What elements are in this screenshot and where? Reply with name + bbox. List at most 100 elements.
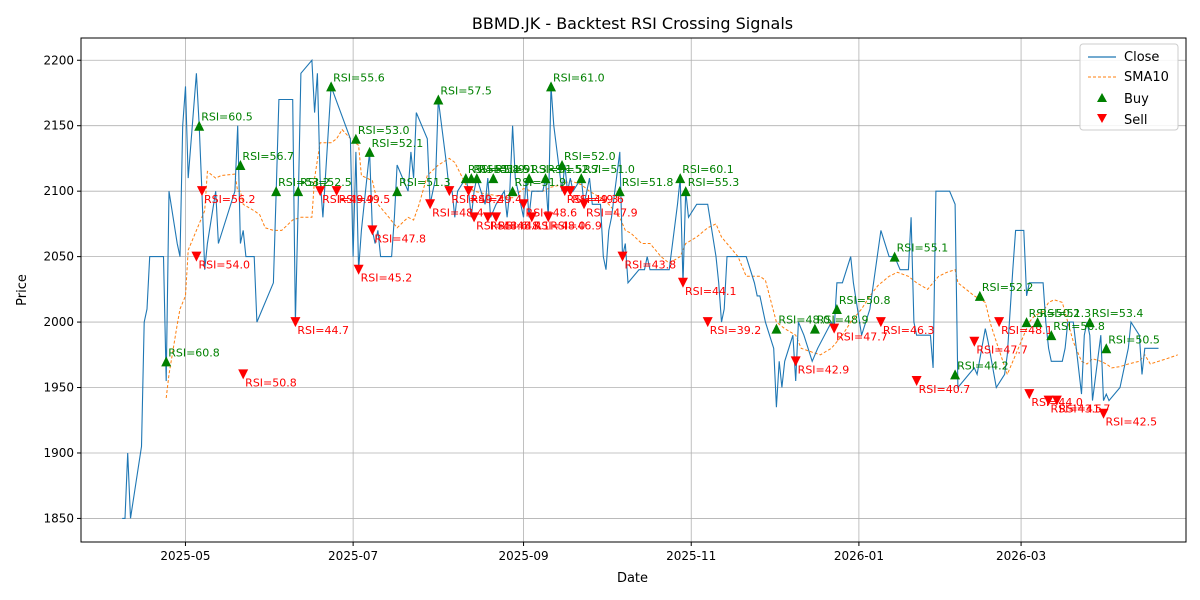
sell-rsi-label: RSI=45.2: [361, 272, 413, 285]
buy-marker: [675, 173, 686, 184]
sell-marker: [518, 199, 529, 210]
buy-marker: [271, 186, 282, 197]
buy-marker: [392, 186, 403, 197]
y-tick-label: 1950: [43, 381, 74, 395]
sell-rsi-label: RSI=47.9: [586, 206, 638, 219]
y-tick-label: 1850: [43, 511, 74, 525]
sell-marker: [994, 317, 1005, 328]
buy-rsi-label: RSI=61.0: [553, 71, 605, 84]
legend: Close SMA10 Buy Sell: [1079, 43, 1179, 131]
legend-sell-marker: [1097, 114, 1107, 123]
buy-rsi-label: RSI=52.5: [300, 176, 352, 189]
buy-marker: [614, 186, 625, 197]
buy-marker: [950, 369, 961, 380]
sell-rsi-label: RSI=48.4: [490, 219, 542, 232]
legend-close-label: Close: [1124, 50, 1159, 65]
sell-rsi-label: RSI=44.7: [297, 324, 349, 337]
buy-rsi-label: RSI=51.9: [515, 176, 567, 189]
y-tick-label: 2050: [43, 250, 74, 264]
sell-marker: [331, 186, 342, 197]
sell-marker: [463, 186, 474, 197]
sell-marker: [911, 375, 922, 386]
y-tick-label: 2100: [43, 184, 74, 198]
sell-marker: [191, 251, 202, 262]
buy-marker: [974, 290, 985, 301]
sell-marker: [196, 186, 207, 197]
sell-rsi-label: RSI=49.2: [451, 193, 503, 206]
sell-marker: [565, 186, 576, 197]
buy-rsi-label: RSI=52.1: [372, 137, 424, 150]
buy-marker: [433, 94, 444, 105]
sell-rsi-label: RSI=49.3: [567, 193, 619, 206]
sell-rsi-label: RSI=47.8: [374, 232, 426, 245]
sell-marker: [1043, 395, 1054, 406]
buy-rsi-label: RSI=48.9: [817, 314, 869, 327]
sell-rsi-label: RSI=39.2: [710, 324, 762, 337]
sell-marker: [702, 317, 713, 328]
sell-marker: [617, 251, 628, 262]
buy-rsi-label: RSI=51.8: [468, 163, 520, 176]
sell-rsi-label: RSI=48.6: [476, 219, 528, 232]
buy-marker: [540, 173, 551, 184]
sell-marker: [425, 199, 436, 210]
buy-rsi-label: RSI=51.3: [1040, 307, 1092, 320]
buy-marker: [557, 159, 568, 170]
buy-marker: [1046, 330, 1057, 341]
buy-rsi-label: RSI=51.9: [473, 163, 525, 176]
sell-marker: [238, 369, 249, 380]
grid-lines: [81, 38, 1186, 542]
sell-marker: [543, 212, 554, 223]
close-series: [122, 58, 1159, 519]
sell-rsi-label: RSI=48.4: [432, 206, 484, 219]
sell-rsi-label: RSI=48.1: [498, 219, 550, 232]
sell-marker: [829, 323, 840, 334]
plot-area: [80, 37, 1187, 543]
buy-rsi-label: RSI=53.2: [278, 176, 330, 189]
legend-sma-label: SMA10: [1124, 70, 1169, 85]
sell-marker: [526, 212, 537, 223]
sell-marker: [790, 356, 801, 367]
buy-marker: [546, 81, 557, 92]
buy-rsi-label: RSI=50.5: [1108, 333, 1160, 346]
buy-marker: [471, 173, 482, 184]
sell-rsi-label: RSI=50.8: [245, 376, 297, 389]
buy-marker: [235, 159, 246, 170]
sell-marker: [969, 336, 980, 347]
sell-rsi-label: RSI=43.5: [1051, 403, 1103, 416]
sell-rsi-label: RSI=49.4: [471, 193, 523, 206]
x-tick-label: 2026-01: [834, 549, 884, 563]
x-tick-label: 2025-11: [666, 549, 716, 563]
buy-marker: [1032, 317, 1043, 328]
sell-marker: [579, 199, 590, 210]
sell-marker: [482, 212, 493, 223]
legend-box: [1079, 43, 1179, 131]
x-tick-label: 2025-09: [498, 549, 548, 563]
buy-rsi-label: RSI=57.5: [440, 85, 492, 98]
buy-marker: [350, 133, 361, 144]
y-tick-label: 2200: [43, 53, 74, 67]
x-tick-label: 2026-03: [996, 549, 1046, 563]
sell-marker: [315, 186, 326, 197]
buy-rsi-label: RSI=55.6: [333, 71, 385, 84]
sell-marker: [875, 317, 886, 328]
buy-rsi-label: RSI=50.8: [839, 294, 891, 307]
chart-title: BBMD.JK - Backtest RSI Crossing Signals: [472, 14, 793, 33]
sell-marker: [1024, 389, 1035, 400]
buy-marker: [1101, 343, 1112, 354]
sell-marker: [367, 225, 378, 236]
buy-rsi-label: RSI=52.2: [982, 281, 1034, 294]
buy-rsi-label: RSI=55.3: [688, 176, 740, 189]
buy-rsi-label: RSI=51.5: [531, 163, 583, 176]
y-tick-label: 1900: [43, 446, 74, 460]
legend-buy-marker: [1097, 93, 1107, 102]
buy-rsi-label: RSI=60.1: [682, 163, 734, 176]
sell-rsi-label: RSI=46.3: [883, 324, 935, 337]
buy-rsi-label: RSI=56.7: [242, 150, 294, 163]
buy-rsi-label: RSI=51.9: [479, 163, 531, 176]
buy-rsi-label: RSI=51.0: [583, 163, 635, 176]
buy-marker: [507, 186, 518, 197]
buy-marker: [488, 173, 499, 184]
sell-marker: [469, 212, 480, 223]
